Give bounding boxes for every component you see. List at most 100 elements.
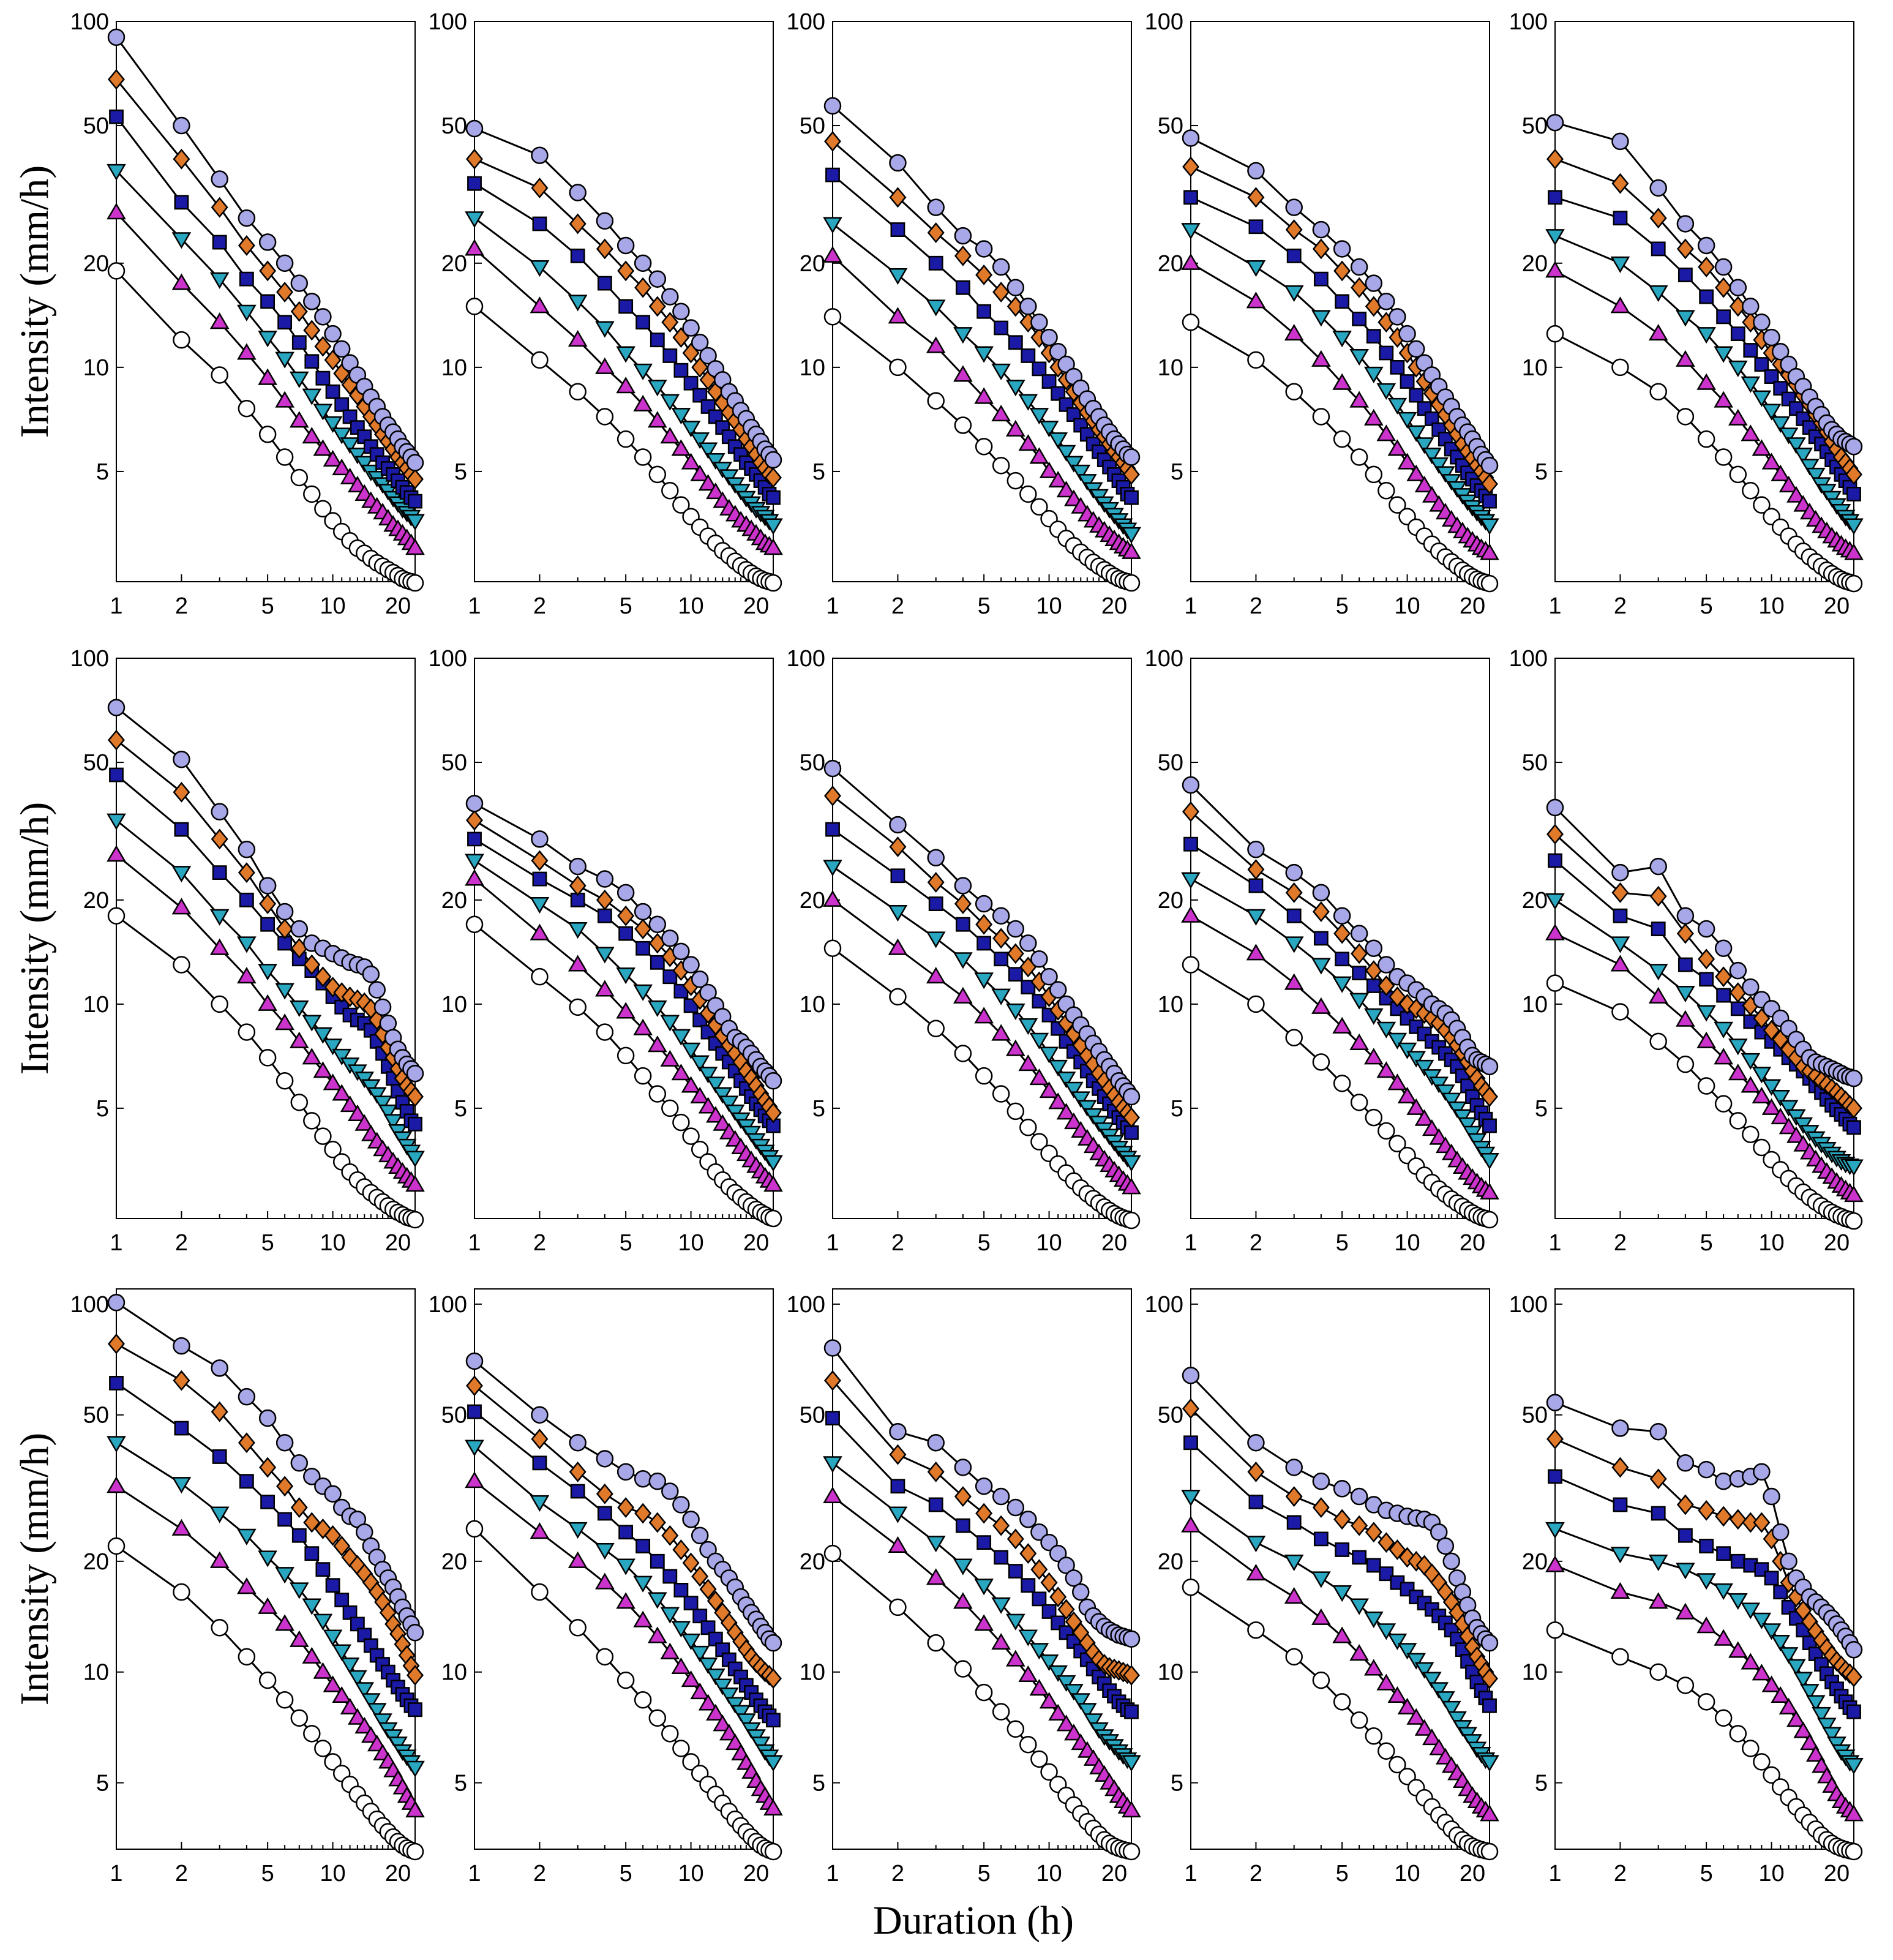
- data-point: [1313, 1531, 1329, 1547]
- x-tick-label: 10: [1758, 1861, 1784, 1887]
- data-point: [1006, 920, 1025, 938]
- data-point: [634, 448, 652, 466]
- data-point: [1071, 464, 1091, 482]
- y-tick-label: 10: [441, 355, 467, 381]
- data-point: [1481, 473, 1498, 495]
- y-tick-label: 100: [429, 646, 467, 672]
- data-point: [276, 448, 294, 466]
- data-point: [823, 1544, 842, 1563]
- data-point: [672, 1113, 690, 1132]
- data-point: [1005, 1613, 1025, 1631]
- data-point: [1649, 1032, 1667, 1051]
- data-point: [953, 986, 973, 1004]
- data-point: [211, 1401, 228, 1422]
- data-point: [1122, 1155, 1141, 1172]
- data-point: [1648, 1592, 1668, 1609]
- plot-frame: [1190, 1288, 1490, 1850]
- data-point: [1312, 884, 1330, 902]
- data-point: [340, 1697, 360, 1714]
- x-tick-label: 5: [261, 1230, 274, 1256]
- data-point: [1078, 1703, 1097, 1720]
- data-point: [569, 875, 587, 896]
- data-point: [660, 1049, 680, 1067]
- data-point: [1285, 383, 1303, 401]
- data-point: [825, 167, 840, 182]
- data-point: [1181, 872, 1201, 889]
- data-point: [1812, 1756, 1831, 1773]
- data-point: [1071, 1693, 1091, 1710]
- data-point: [303, 293, 321, 310]
- data-point: [706, 453, 725, 470]
- data-point: [237, 1577, 257, 1594]
- data-point: [568, 1551, 588, 1568]
- data-point: [763, 518, 783, 535]
- data-point: [1752, 1086, 1772, 1104]
- data-point: [1742, 1125, 1760, 1143]
- data-point: [334, 1593, 350, 1607]
- data-point: [926, 1536, 946, 1553]
- data-point: [258, 1671, 277, 1689]
- data-point: [1248, 1494, 1264, 1509]
- data-point: [1741, 376, 1761, 393]
- data-point: [1729, 1725, 1747, 1743]
- data-point: [303, 954, 321, 975]
- data-point: [1363, 366, 1384, 384]
- data-point: [1753, 496, 1771, 514]
- data-point: [1248, 219, 1264, 235]
- data-point: [1546, 1429, 1564, 1450]
- data-point: [1753, 314, 1771, 331]
- y-tick-label: 5: [812, 459, 825, 485]
- data-point: [889, 1598, 907, 1616]
- data-point: [324, 1753, 342, 1771]
- data-point: [1246, 260, 1266, 277]
- data-point: [648, 1512, 666, 1533]
- data-point: [889, 1444, 907, 1465]
- x-tick-label: 10: [1036, 1230, 1062, 1256]
- data-point: [258, 994, 277, 1011]
- x-tick-label: 2: [1250, 1861, 1262, 1887]
- data-point: [348, 1104, 367, 1121]
- data-point: [1761, 1098, 1782, 1115]
- y-tick-label: 5: [454, 1771, 467, 1797]
- data-point: [323, 449, 343, 467]
- data-point: [1676, 310, 1695, 327]
- data-point: [1029, 1679, 1049, 1696]
- data-point: [1648, 1554, 1668, 1571]
- data-point: [1247, 187, 1265, 208]
- data-point: [1352, 966, 1367, 981]
- data-point: [1019, 934, 1037, 952]
- y-tick-label: 10: [441, 992, 467, 1018]
- data-point: [1480, 457, 1499, 475]
- data-point: [974, 1579, 994, 1596]
- data-point: [406, 1211, 424, 1229]
- data-point: [334, 397, 350, 412]
- data-point: [348, 448, 367, 465]
- data-point: [954, 1486, 972, 1507]
- panel-3: 1 2 5 10 20 5 10 20 50 100: [787, 9, 1141, 619]
- data-point: [354, 456, 375, 473]
- data-point: [1019, 1735, 1037, 1754]
- data-point: [974, 387, 994, 404]
- x-tick-label: 10: [1758, 593, 1784, 619]
- data-point: [1458, 1117, 1477, 1134]
- data-point: [1714, 346, 1733, 363]
- data-point: [1122, 542, 1141, 559]
- data-point: [672, 496, 690, 514]
- x-tick-label: 20: [1101, 1230, 1127, 1256]
- data-point: [406, 1624, 424, 1642]
- data-point: [108, 729, 125, 751]
- data-point: [407, 468, 424, 490]
- data-point: [1363, 1611, 1384, 1629]
- data-point: [408, 494, 422, 509]
- data-point: [1049, 981, 1067, 999]
- data-point: [107, 1436, 126, 1453]
- x-tick-label: 10: [1394, 1230, 1420, 1256]
- data-point: [994, 952, 1009, 967]
- data-point: [1398, 993, 1416, 1015]
- data-point: [107, 907, 126, 925]
- data-point: [1480, 1804, 1499, 1822]
- data-point: [1039, 421, 1059, 438]
- data-point: [1771, 1090, 1791, 1107]
- data-point: [383, 1114, 403, 1131]
- data-point: [1019, 1511, 1037, 1528]
